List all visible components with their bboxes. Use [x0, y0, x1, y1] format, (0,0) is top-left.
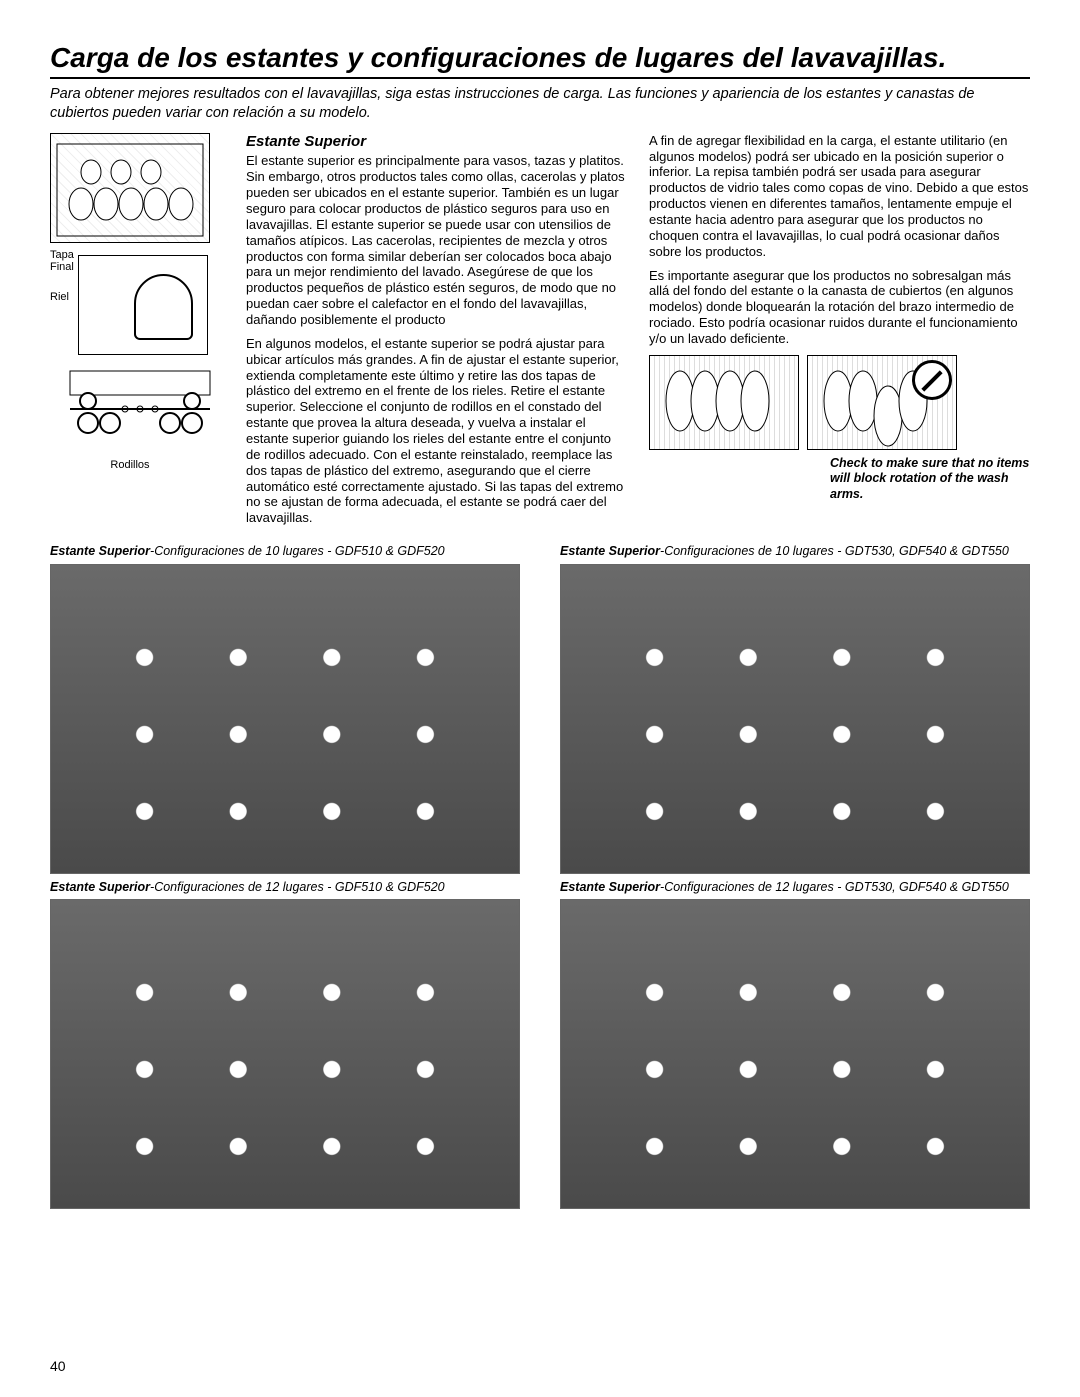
- wash-arm-diagrams: [649, 355, 1030, 450]
- config-12b-caption: Estante Superior-Configuraciones de 12 l…: [560, 880, 1030, 896]
- intro-text: Para obtener mejores resultados con el l…: [50, 85, 1030, 123]
- config-12-gdt530: Estante Superior-Configuraciones de 12 l…: [560, 880, 1030, 1210]
- hand-diagram: [78, 255, 208, 355]
- col1-para2: En algunos modelos, el estante superior …: [246, 336, 627, 526]
- config-10b-image: [560, 564, 1030, 874]
- rail-rollers-diagram: Rodillos: [50, 361, 230, 461]
- config-10b-caption: Estante Superior-Configuraciones de 10 l…: [560, 544, 1030, 560]
- label-tapa-final: Tapa Final: [50, 249, 74, 273]
- config-10-gdf510: Estante Superior-Configuraciones de 10 l…: [50, 544, 520, 874]
- config-12a-image: [50, 899, 520, 1209]
- page-number: 40: [50, 1358, 66, 1376]
- label-riel: Riel: [50, 291, 69, 303]
- config-grid: Estante Superior-Configuraciones de 10 l…: [50, 544, 1030, 1209]
- page-title: Carga de los estantes y configuraciones …: [50, 40, 1030, 79]
- prohibit-icon: [912, 360, 952, 400]
- label-rodillos: Rodillos: [50, 459, 210, 473]
- col1-para1: El estante superior es principalmente pa…: [246, 153, 627, 327]
- config-10a-image: [50, 564, 520, 874]
- config-10-gdt530: Estante Superior-Configuraciones de 10 l…: [560, 544, 1030, 874]
- wash-arm-caption: Check to make sure that no items will bl…: [830, 456, 1030, 503]
- diagrams-column: Tapa Final Riel Rodillos: [50, 133, 230, 535]
- top-section: Tapa Final Riel Rodillos: [50, 133, 1030, 535]
- col2-para2: Es importante asegurar que los productos…: [649, 268, 1030, 347]
- wash-arm-blocked-diagram: [807, 355, 957, 450]
- config-12b-image: [560, 899, 1030, 1209]
- wash-arm-ok-diagram: [649, 355, 799, 450]
- text-col-right: A fin de agregar flexibilidad en la carg…: [649, 133, 1030, 535]
- text-columns: Estante Superior El estante superior es …: [246, 133, 1030, 535]
- subhead-estante-superior: Estante Superior: [246, 133, 627, 152]
- col2-para1: A fin de agregar flexibilidad en la carg…: [649, 133, 1030, 260]
- config-10a-caption: Estante Superior-Configuraciones de 10 l…: [50, 544, 520, 560]
- text-col-left: Estante Superior El estante superior es …: [246, 133, 627, 535]
- config-12a-caption: Estante Superior-Configuraciones de 12 l…: [50, 880, 520, 896]
- config-12-gdf510: Estante Superior-Configuraciones de 12 l…: [50, 880, 520, 1210]
- upper-rack-diagram: [50, 133, 210, 243]
